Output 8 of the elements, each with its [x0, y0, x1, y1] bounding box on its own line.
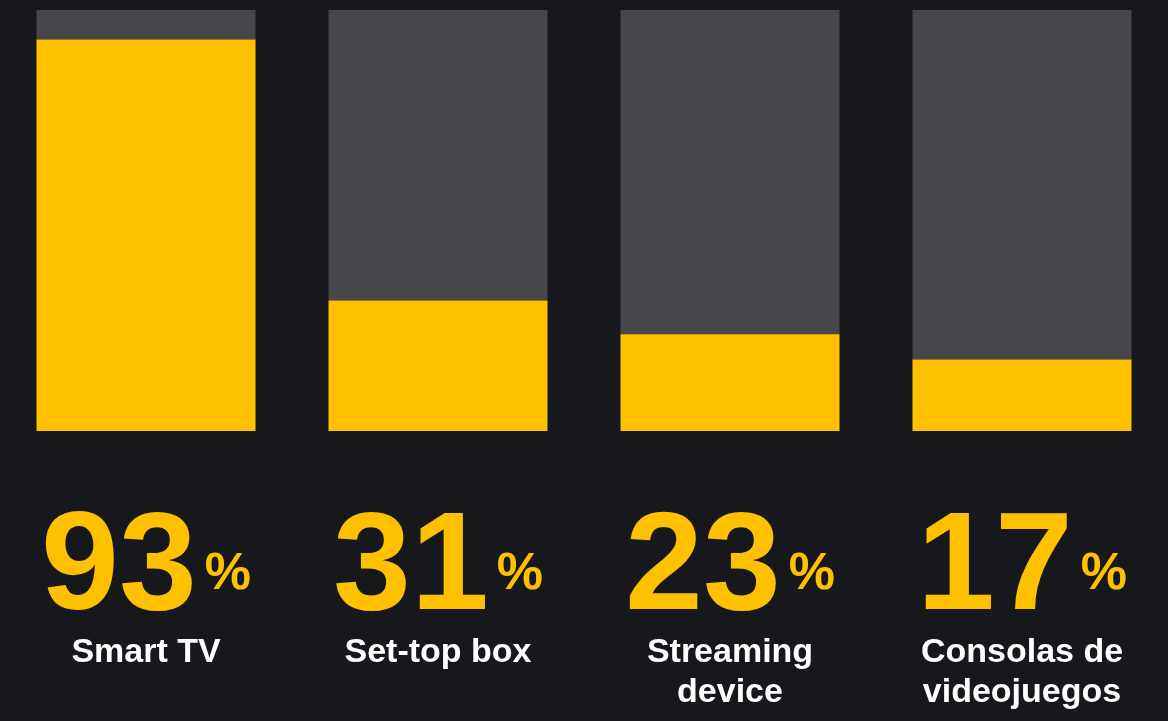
bar — [36, 39, 256, 431]
bar — [620, 10, 840, 335]
bar — [912, 359, 1132, 431]
bar — [912, 10, 1132, 360]
bar — [620, 334, 840, 431]
bar — [36, 10, 256, 40]
bar — [328, 300, 548, 431]
bar — [328, 10, 548, 301]
